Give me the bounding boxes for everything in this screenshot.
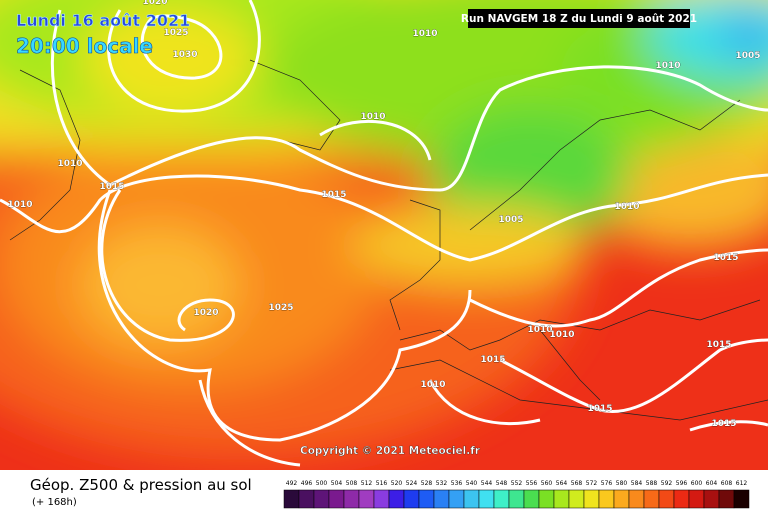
scale-label: 600 bbox=[691, 480, 703, 487]
scale-label: 560 bbox=[541, 480, 553, 487]
isobar-label: 1010 bbox=[412, 29, 437, 39]
scale-label: 612 bbox=[736, 480, 748, 487]
scale-swatch bbox=[718, 489, 735, 509]
scale-label: 516 bbox=[376, 480, 388, 487]
scale-swatch bbox=[343, 489, 360, 509]
scale-label: 536 bbox=[451, 480, 463, 487]
scale-swatch bbox=[403, 489, 420, 509]
scale-label: 524 bbox=[406, 480, 418, 487]
scale-label: 532 bbox=[436, 480, 448, 487]
scale-swatch bbox=[433, 489, 450, 509]
run-box bbox=[468, 9, 690, 28]
scale-swatch bbox=[658, 489, 675, 509]
scale-swatch bbox=[283, 489, 300, 509]
scale-swatch bbox=[673, 489, 690, 509]
scale-label: 508 bbox=[346, 480, 358, 487]
scale-label: 500 bbox=[316, 480, 328, 487]
color-scale: 492 496 500 504 508 512 516 520 524 528 532 536 540 5… bbox=[283, 480, 750, 509]
scale-swatch bbox=[643, 489, 660, 509]
isobar-label: 1010 bbox=[614, 202, 639, 212]
scale-label: 548 bbox=[496, 480, 508, 487]
scale-swatch bbox=[733, 489, 750, 509]
isobar-label: 1005 bbox=[498, 215, 523, 225]
scale-swatch bbox=[688, 489, 705, 509]
scale-swatch bbox=[358, 489, 375, 509]
isobar-labels: 1020102510301010101010051010101010151010… bbox=[7, 0, 760, 429]
isobar-label: 1010 bbox=[527, 325, 552, 335]
scale-swatch bbox=[313, 489, 330, 509]
scale-swatch bbox=[463, 489, 480, 509]
scale-label: 512 bbox=[361, 480, 373, 487]
isobar-label: 1010 bbox=[420, 380, 445, 390]
scale-label: 504 bbox=[331, 480, 343, 487]
scale-swatch bbox=[523, 489, 540, 509]
lead-time: (+ 168h) bbox=[32, 497, 77, 508]
scale-swatch bbox=[478, 489, 495, 509]
scale-label: 572 bbox=[586, 480, 598, 487]
scale-label: 580 bbox=[616, 480, 628, 487]
scale-label: 576 bbox=[601, 480, 613, 487]
scale-label: 552 bbox=[511, 480, 523, 487]
scale-label: 596 bbox=[676, 480, 688, 487]
isobars bbox=[0, 0, 768, 467]
isobar-label: 1020 bbox=[142, 0, 167, 7]
caption: Géop. Z500 & pression au sol bbox=[30, 476, 252, 494]
scale-swatch bbox=[583, 489, 600, 509]
scale-swatch bbox=[418, 489, 435, 509]
isobar-label: 1025 bbox=[163, 28, 188, 38]
scale-label: 544 bbox=[481, 480, 493, 487]
isobar-label: 1015 bbox=[587, 404, 612, 414]
map-field: 1020102510301010101010051010101010151010… bbox=[0, 0, 768, 470]
isobar-label: 1010 bbox=[549, 330, 574, 340]
isobar-label: 1025 bbox=[268, 303, 293, 313]
scale-swatch bbox=[448, 489, 465, 509]
isobar-label: 1010 bbox=[360, 112, 385, 122]
isobar-label: 1020 bbox=[193, 308, 218, 318]
scale-label: 608 bbox=[721, 480, 733, 487]
scale-label: 496 bbox=[301, 480, 313, 487]
isobar-label: 1015 bbox=[99, 182, 124, 192]
scale-swatch bbox=[538, 489, 555, 509]
scale-swatch bbox=[613, 489, 630, 509]
scale-swatch bbox=[388, 489, 405, 509]
scale-label: 584 bbox=[631, 480, 643, 487]
scale-label: 592 bbox=[661, 480, 673, 487]
forecast-time: 20:00 locale bbox=[16, 34, 153, 58]
isobar-label: 1030 bbox=[172, 50, 197, 60]
isobar-label: 1015 bbox=[706, 340, 731, 350]
isobar-label: 1010 bbox=[655, 61, 680, 71]
isobar-label: 1015 bbox=[480, 355, 505, 365]
scale-label: 540 bbox=[466, 480, 478, 487]
scale-swatch bbox=[328, 489, 345, 509]
scale-swatch bbox=[508, 489, 525, 509]
scale-swatch bbox=[298, 489, 315, 509]
scale-swatch bbox=[598, 489, 615, 509]
isobar-label: 1015 bbox=[711, 419, 736, 429]
isobar-label: 1010 bbox=[57, 159, 82, 169]
isobar-label: 1010 bbox=[7, 200, 32, 210]
scale-label: 528 bbox=[421, 480, 433, 487]
scale-swatch bbox=[703, 489, 720, 509]
run-label: Run NAVGEM 18 Z du Lundi 9 août 2021 bbox=[461, 13, 697, 25]
scale-label: 588 bbox=[646, 480, 658, 487]
scale-swatch bbox=[628, 489, 645, 509]
isobar-label: 1015 bbox=[321, 190, 346, 200]
scale-swatch bbox=[493, 489, 510, 509]
isobar-label: 1015 bbox=[713, 253, 738, 263]
scale-swatch bbox=[553, 489, 570, 509]
scale-label: 604 bbox=[706, 480, 718, 487]
copyright: Copyright © 2021 Meteociel.fr bbox=[300, 445, 481, 457]
isobar-label: 1005 bbox=[735, 51, 760, 61]
scale-label: 556 bbox=[526, 480, 538, 487]
forecast-date: Lundi 16 août 2021 bbox=[16, 11, 190, 30]
scale-label: 564 bbox=[556, 480, 568, 487]
scale-label: 568 bbox=[571, 480, 583, 487]
scale-swatch bbox=[568, 489, 585, 509]
scale-label: 520 bbox=[391, 480, 403, 487]
scale-swatch bbox=[373, 489, 390, 509]
scale-label: 492 bbox=[286, 480, 298, 487]
